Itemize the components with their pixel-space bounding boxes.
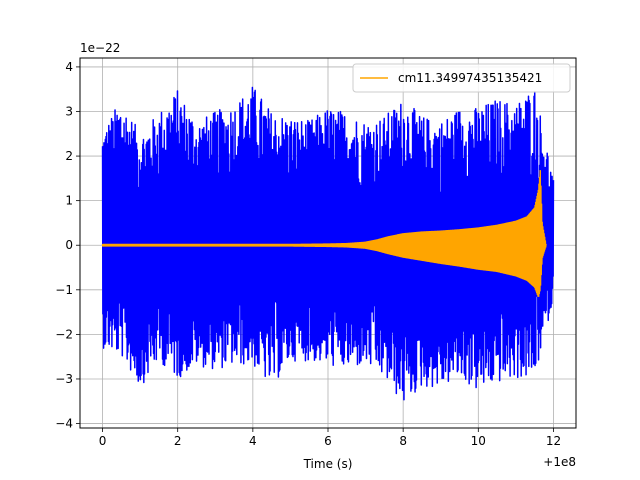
y-tick-label: 4: [65, 60, 73, 74]
x-offset-label: +1e8: [543, 455, 576, 469]
y-scale-label: 1e−22: [80, 41, 120, 55]
x-tick-label: 0: [99, 434, 107, 448]
y-tick-label: 1: [65, 194, 73, 208]
y-tick-label: 2: [65, 149, 73, 163]
y-tick-label: 0: [65, 238, 73, 252]
x-tick-label: 8: [399, 434, 407, 448]
legend-box: [352, 63, 571, 93]
x-tick-label: 10: [471, 434, 486, 448]
y-tick-label: −2: [55, 327, 73, 341]
chirp-series-line: [101, 170, 547, 297]
y-tick-label: −4: [55, 417, 73, 431]
x-tick-label: 6: [324, 434, 332, 448]
series-layer: [101, 86, 555, 401]
legend: cm11.34997435135421: [352, 63, 571, 93]
x-tick-label: 2: [174, 434, 182, 448]
x-tick-label: 4: [249, 434, 257, 448]
noise-series-line: [101, 86, 555, 401]
y-tick-label: −1: [55, 283, 73, 297]
y-tick-label: 3: [65, 104, 73, 118]
y-tick-label: −3: [55, 372, 73, 386]
legend-label: cm11.34997435135421: [398, 71, 542, 85]
x-tick-label: 12: [546, 434, 561, 448]
x-axis-label: Time (s): [303, 457, 353, 471]
